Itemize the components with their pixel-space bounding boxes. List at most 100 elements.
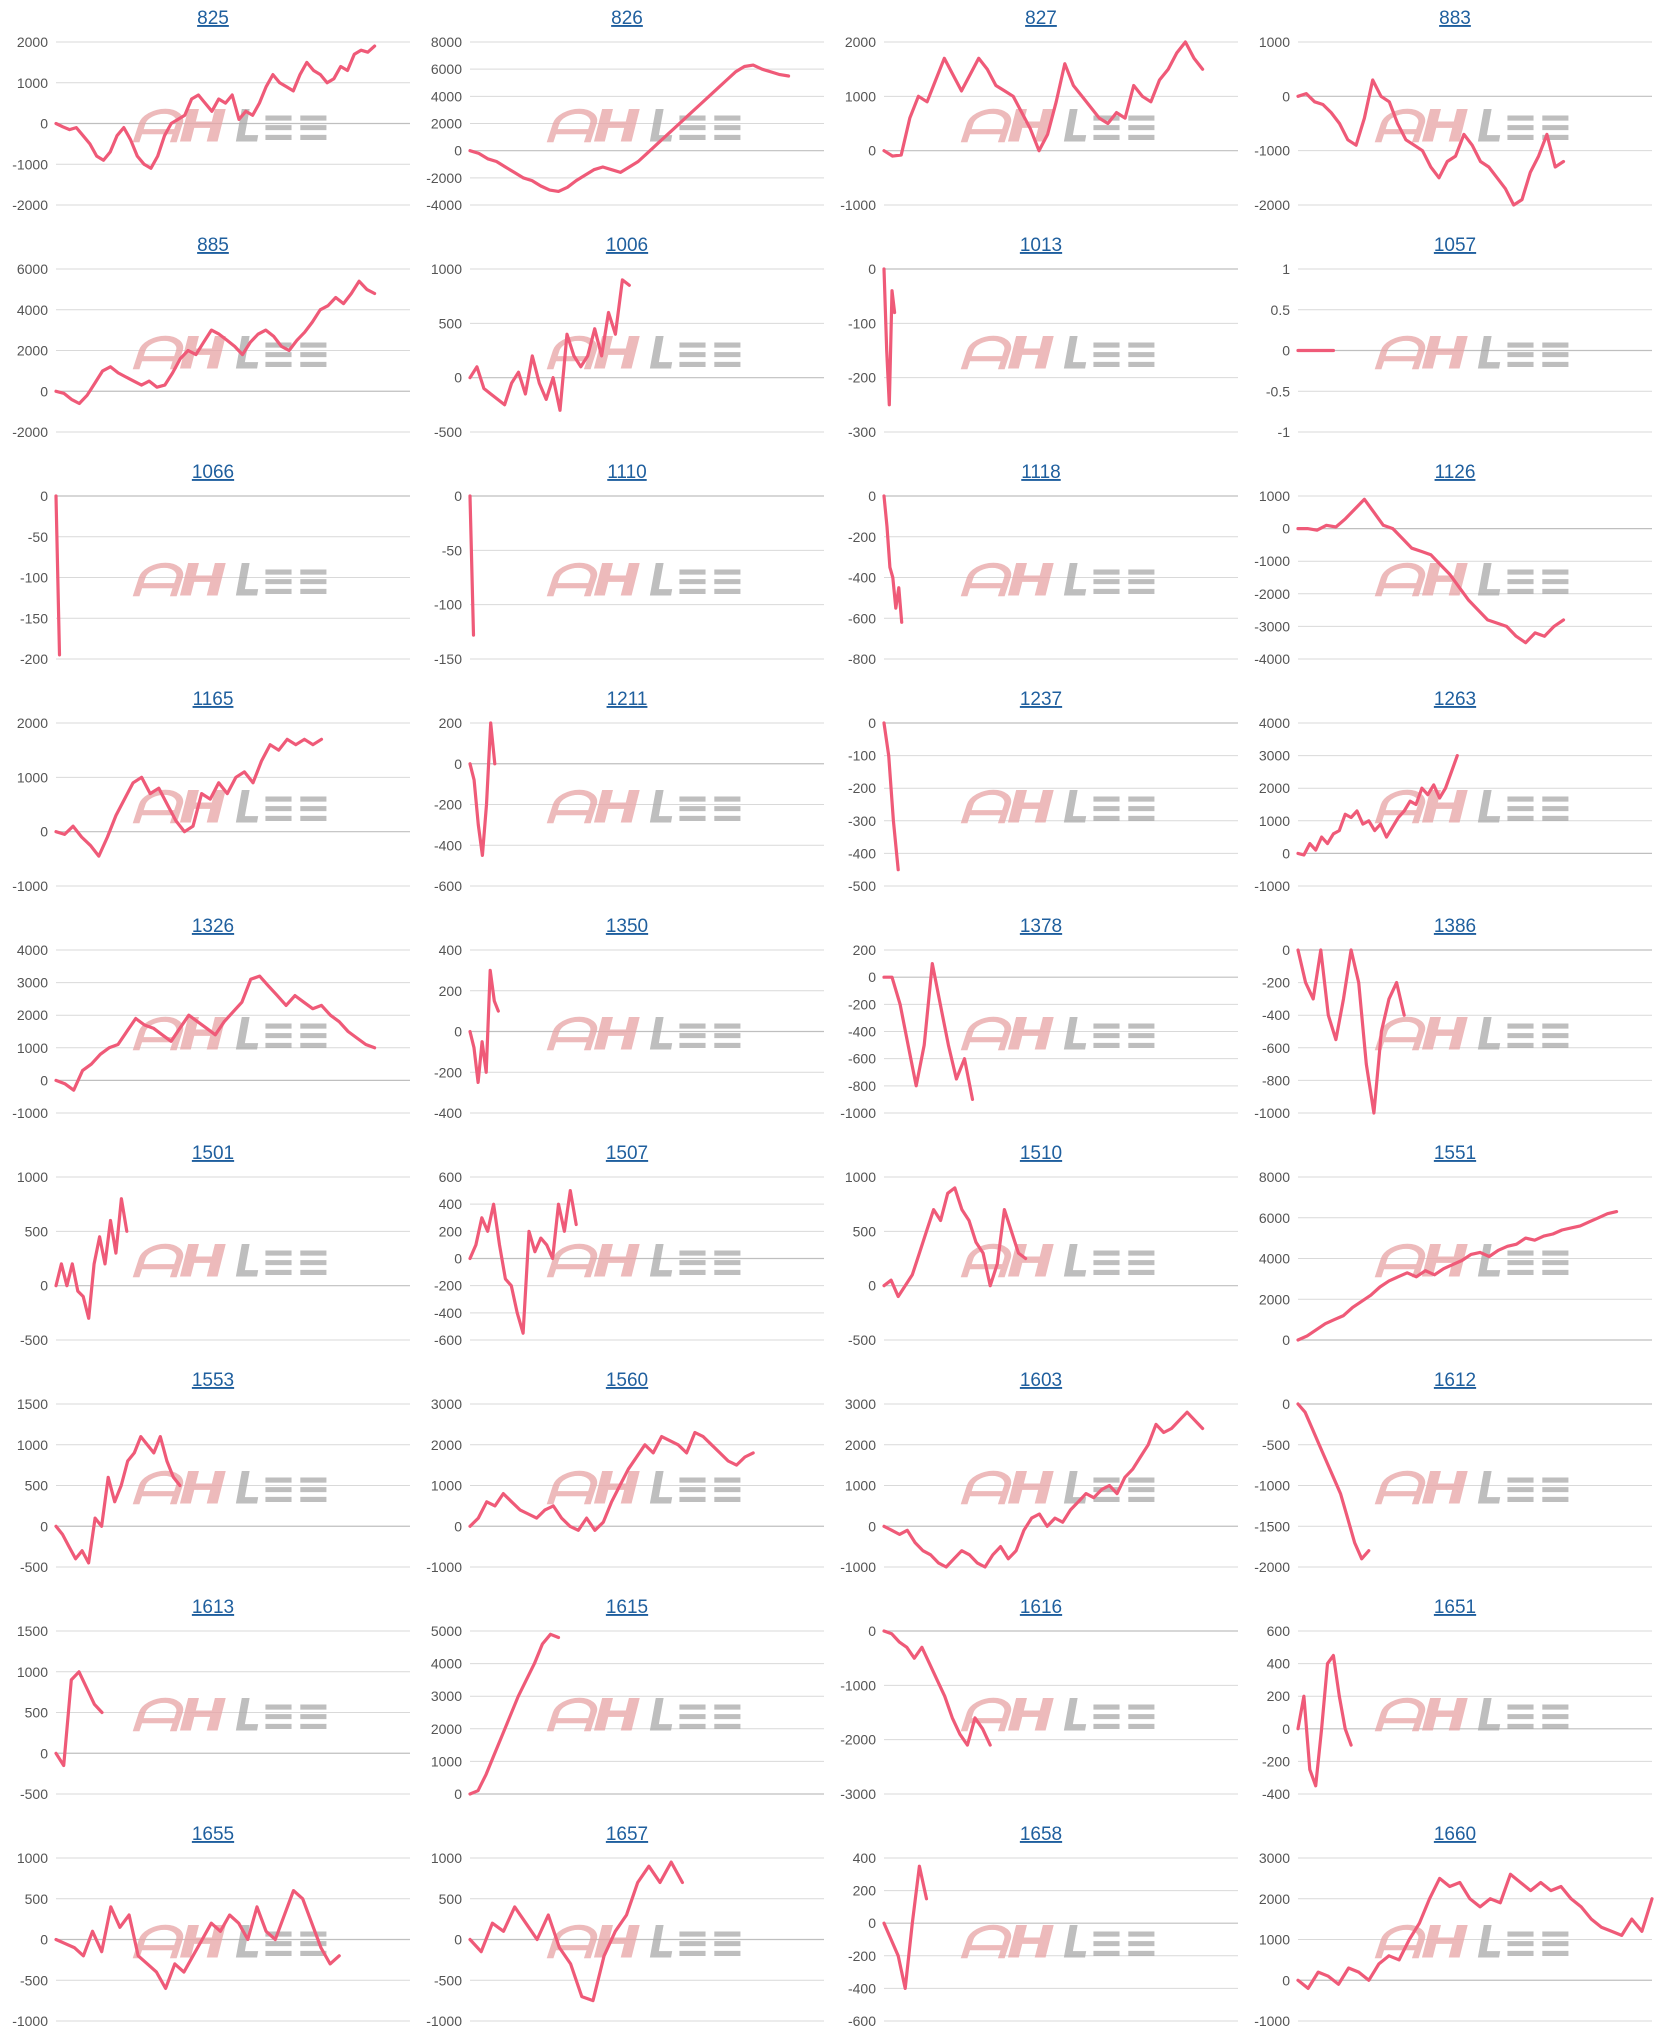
y-tick-label: -500: [1262, 1437, 1290, 1453]
chart-title[interactable]: 1551: [1434, 1143, 1476, 1164]
chart-title[interactable]: 1013: [1020, 235, 1062, 256]
y-tick-label: -600: [848, 1051, 876, 1067]
y-tick-label: 0: [868, 1915, 876, 1931]
watermark-part-b: ᒪ≡≡: [1063, 329, 1159, 380]
chart-title[interactable]: 1658: [1020, 1824, 1062, 1845]
chart-title[interactable]: 1616: [1020, 1597, 1062, 1618]
watermark-part-b: ᒪ≡≡: [649, 1918, 745, 1969]
chart-title[interactable]: 1263: [1434, 689, 1476, 710]
chart-title[interactable]: 827: [1025, 8, 1057, 29]
watermark-part-b: ᒪ≡≡: [649, 329, 745, 380]
chart-title[interactable]: 1615: [606, 1597, 648, 1618]
watermark-part-a: ᗩᕼ: [545, 1237, 641, 1288]
y-tick-label: -400: [848, 570, 876, 586]
watermark-part-b: ᒪ≡≡: [1477, 1464, 1573, 1515]
y-tick-label: 1000: [845, 1169, 876, 1185]
chart-svg: -500 0 500 1000 ᗩᕼ ᒪ≡≡ 1510: [845, 1143, 1238, 1348]
chart-panel: -4000 -2000 0 2000 4000 6000 8000 ᗩᕼ ᒪ≡≡ 826: [414, 0, 828, 227]
watermark-part-a: ᗩᕼ: [959, 1237, 1055, 1288]
chart-title[interactable]: 1657: [606, 1824, 648, 1845]
chart-title[interactable]: 1507: [606, 1143, 648, 1164]
series-line: [468, 1632, 561, 1796]
chart-title[interactable]: 1006: [606, 235, 648, 256]
y-tick-label: 1: [1282, 261, 1290, 277]
chart-panel: -500 0 500 1000 ᗩᕼ ᒪ≡≡ 1501: [0, 1135, 414, 1362]
y-tick-label: -200: [848, 780, 876, 796]
watermark-part-b: ᒪ≡≡: [235, 783, 331, 834]
chart-title[interactable]: 1553: [192, 1370, 234, 1391]
y-tick-label: -1500: [1254, 1518, 1290, 1534]
chart-title[interactable]: 826: [611, 8, 643, 29]
watermark-part-a: ᗩᕼ: [959, 556, 1055, 607]
y-tick-label: 200: [853, 942, 877, 958]
logo-watermark: ᗩᕼ ᒪ≡≡: [545, 1010, 745, 1061]
watermark-part-b: ᒪ≡≡: [649, 1010, 745, 1061]
chart-title[interactable]: 1612: [1434, 1370, 1476, 1391]
series-line: [54, 279, 377, 406]
y-tick-label: -800: [848, 1078, 876, 1094]
y-tick-label: 400: [853, 1850, 877, 1866]
y-tick-label: -4000: [1254, 651, 1290, 667]
logo-watermark: ᗩᕼ ᒪ≡≡: [1373, 1464, 1573, 1515]
y-tick-label: 0: [1282, 343, 1290, 359]
chart-panel: -1000 -500 0 500 1000 ᗩᕼ ᒪ≡≡ 1657: [414, 1816, 828, 2043]
watermark-part-a: ᗩᕼ: [1373, 1010, 1469, 1061]
chart-title[interactable]: 1655: [192, 1824, 234, 1845]
logo-watermark: ᗩᕼ ᒪ≡≡: [545, 556, 745, 607]
chart-title[interactable]: 1378: [1020, 916, 1062, 937]
chart-title[interactable]: 1126: [1435, 462, 1476, 483]
series-line: [468, 968, 500, 1084]
watermark-part-b: ᒪ≡≡: [1477, 1691, 1573, 1742]
y-tick-label: -500: [20, 1786, 48, 1802]
y-tick-label: -200: [434, 1278, 462, 1294]
chart-title[interactable]: 1651: [1434, 1597, 1476, 1618]
y-tick-label: -200: [434, 797, 462, 813]
chart-svg: -150 -100 -50 0 ᗩᕼ ᒪ≡≡ 1110: [434, 462, 824, 667]
chart-title[interactable]: 1660: [1434, 1824, 1476, 1845]
chart-title[interactable]: 1501: [192, 1143, 234, 1164]
y-tick-label: 0: [868, 1518, 876, 1534]
watermark-part-b: ᒪ≡≡: [235, 556, 331, 607]
chart-title[interactable]: 825: [197, 8, 229, 29]
y-tick-label: -800: [1262, 1072, 1290, 1088]
y-tick-label: 0: [868, 488, 876, 504]
watermark-part-a: ᗩᕼ: [545, 1464, 641, 1515]
chart-title[interactable]: 1066: [192, 462, 234, 483]
chart-title[interactable]: 1057: [1434, 235, 1476, 256]
chart-title[interactable]: 1237: [1020, 689, 1062, 710]
chart-title[interactable]: 1603: [1020, 1370, 1062, 1391]
y-tick-label: -1000: [840, 1559, 876, 1575]
watermark-part-b: ᒪ≡≡: [649, 102, 745, 153]
chart-title[interactable]: 1510: [1020, 1143, 1062, 1164]
watermark-part-a: ᗩᕼ: [545, 102, 641, 153]
chart-title[interactable]: 1350: [606, 916, 648, 937]
y-tick-label: -400: [1262, 1786, 1290, 1802]
logo-watermark: ᗩᕼ ᒪ≡≡: [959, 1691, 1159, 1742]
logo-watermark: ᗩᕼ ᒪ≡≡: [131, 1010, 331, 1061]
chart-panel: -1000 -800 -600 -400 -200 0 200 ᗩᕼ ᒪ≡≡ 1378: [828, 908, 1242, 1135]
y-tick-label: 0: [1282, 1396, 1290, 1412]
watermark-part-a: ᗩᕼ: [131, 1691, 227, 1742]
chart-title[interactable]: 1118: [1021, 462, 1060, 483]
watermark-part-b: ᒪ≡≡: [235, 1237, 331, 1288]
chart-panel: -500 -400 -300 -200 -100 0 ᗩᕼ ᒪ≡≡ 1237: [828, 681, 1242, 908]
chart-svg: -1000 0 1000 2000 3000 4000 ᗩᕼ ᒪ≡≡ 1326: [12, 916, 410, 1121]
chart-title[interactable]: 1211: [607, 689, 648, 710]
chart-title[interactable]: 883: [1439, 8, 1471, 29]
chart-title[interactable]: 1165: [193, 689, 234, 710]
y-tick-label: 1000: [17, 1040, 48, 1056]
logo-watermark: ᗩᕼ ᒪ≡≡: [959, 1237, 1159, 1288]
y-tick-label: 2000: [845, 1437, 876, 1453]
chart-title[interactable]: 1110: [607, 462, 646, 483]
chart-panel: -300 -200 -100 0 ᗩᕼ ᒪ≡≡ 1013: [828, 227, 1242, 454]
chart-title[interactable]: 1326: [192, 916, 234, 937]
chart-title[interactable]: 1613: [192, 1597, 234, 1618]
chart-panel: -400 -200 0 200 400 600 ᗩᕼ ᒪ≡≡ 1651: [1242, 1589, 1656, 1816]
series-line: [882, 1410, 1205, 1569]
chart-title[interactable]: 1560: [606, 1370, 648, 1391]
series-line: [54, 1670, 104, 1768]
chart-title[interactable]: 1386: [1434, 916, 1476, 937]
chart-title[interactable]: 885: [197, 235, 229, 256]
chart-panel: -150 -100 -50 0 ᗩᕼ ᒪ≡≡ 1110: [414, 454, 828, 681]
y-tick-label: 1000: [17, 1664, 48, 1680]
